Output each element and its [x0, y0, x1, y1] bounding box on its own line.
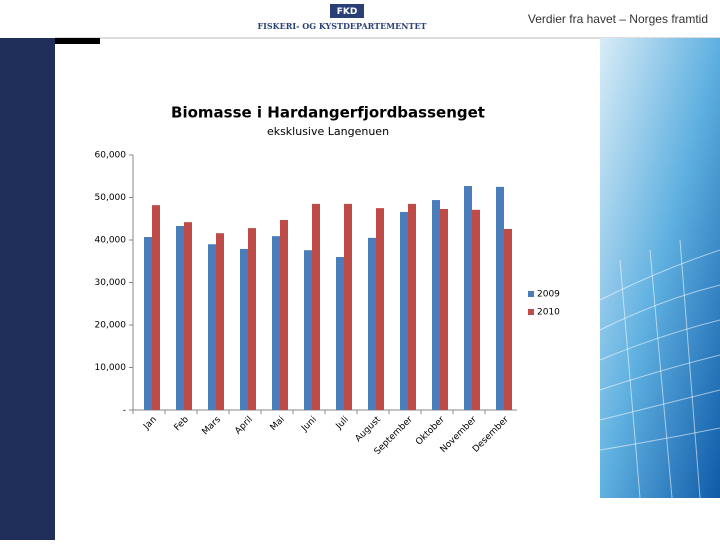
bar: [152, 205, 160, 410]
bar: [472, 209, 480, 410]
chart-title: Biomasse i Hardangerfjordbassenget: [171, 104, 485, 122]
bar: [280, 220, 288, 410]
bar: [176, 225, 184, 410]
bar: [496, 186, 504, 410]
bar: [216, 233, 224, 410]
department: FISKERI- OG KYSTDEPARTEMENTET: [257, 21, 426, 31]
bar: [336, 257, 344, 410]
bar: [504, 228, 512, 410]
bar: [208, 244, 216, 410]
bar: [248, 228, 256, 410]
bar: [344, 203, 352, 410]
y-tick-label: 20,000: [95, 321, 127, 331]
logo: FKD: [337, 7, 358, 17]
bar: [184, 222, 192, 410]
bar: [240, 248, 248, 410]
y-tick-label: 30,000: [95, 278, 127, 288]
logo-box: [330, 4, 364, 18]
chart-subtitle: eksklusive Langenuen: [267, 125, 389, 138]
bar: [144, 237, 152, 410]
legend-swatch: [528, 291, 534, 297]
legend-swatch: [528, 309, 534, 315]
y-tick-label: 10,000: [95, 363, 127, 373]
y-tick-label: 40,000: [95, 236, 127, 246]
header-accent: [55, 38, 100, 44]
bar: [272, 236, 280, 410]
bar: [440, 208, 448, 410]
legend-label: 2009: [537, 290, 560, 300]
y-tick-label: -: [123, 406, 126, 416]
left-strip: [0, 0, 55, 540]
decor-net: [599, 239, 720, 499]
bar: [312, 203, 320, 410]
legend-label: 2010: [537, 308, 560, 318]
bar: [432, 200, 440, 410]
tagline: Verdier fra havet – Norges framtid: [528, 12, 708, 26]
y-tick-label: 50,000: [95, 193, 127, 203]
bar: [376, 208, 384, 410]
bar: [464, 186, 472, 410]
y-tick-label: 60,000: [95, 151, 127, 161]
decor-image: [600, 38, 720, 498]
bar: [368, 237, 376, 410]
bar: [408, 203, 416, 410]
bar: [400, 211, 408, 410]
bar: [304, 250, 312, 410]
left-strip-top: [0, 0, 55, 38]
